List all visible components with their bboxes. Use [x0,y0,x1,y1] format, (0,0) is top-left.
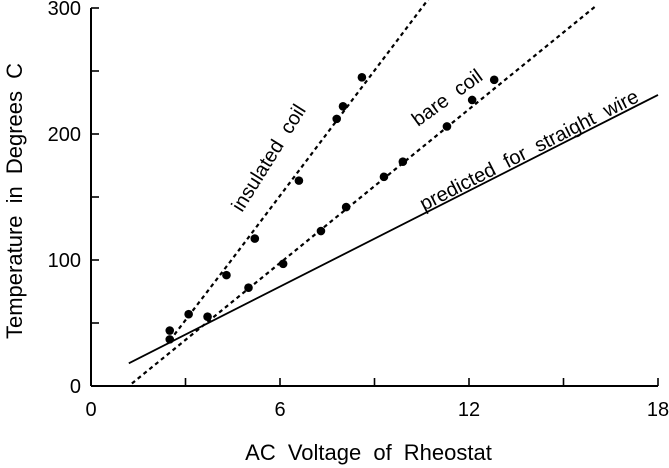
data-point-series-1 [489,75,499,85]
data-point-series-0 [357,73,367,82]
data-point-series-0 [165,326,175,335]
data-point-series-1 [165,335,175,344]
x-tick-label: 0 [85,399,96,421]
series-label-insulated-coil: insulated coil [228,101,311,216]
data-point-series-1 [341,202,351,212]
x-axis-title: AC Voltage of Rheostat [245,440,492,465]
fit-line-series-0 [168,0,430,342]
y-tick-label: 300 [48,0,81,20]
x-tick-label: 18 [647,399,669,421]
y-tick-label: 200 [48,124,81,146]
y-tick-label: 0 [70,376,81,398]
fit-line-series-2 [128,94,659,365]
data-points [165,73,499,344]
data-point-series-1 [467,95,477,105]
data-point-series-0 [338,101,348,111]
data-point-series-1 [442,122,452,131]
data-point-series-0 [222,270,231,280]
data-point-series-1 [203,312,212,322]
data-point-series-1 [244,283,253,293]
data-point-series-1 [379,172,389,182]
ticks: 0 6 12 18 0 100 200 300 [48,0,669,421]
data-point-series-0 [184,309,193,319]
x-tick-label: 6 [274,399,285,421]
data-point-series-1 [398,157,408,167]
data-point-series-0 [332,114,342,124]
y-tick-label: 100 [48,250,81,272]
data-point-series-0 [294,176,304,185]
data-point-series-0 [250,234,260,243]
data-point-series-1 [278,259,288,269]
axes [90,8,658,387]
y-axis-title: Temperature in Degrees C [2,63,27,339]
series-labels: insulated coil bare coil predicted for s… [228,65,643,215]
fit-lines [128,0,659,385]
data-point-series-1 [316,226,326,236]
x-tick-label: 12 [458,399,480,421]
